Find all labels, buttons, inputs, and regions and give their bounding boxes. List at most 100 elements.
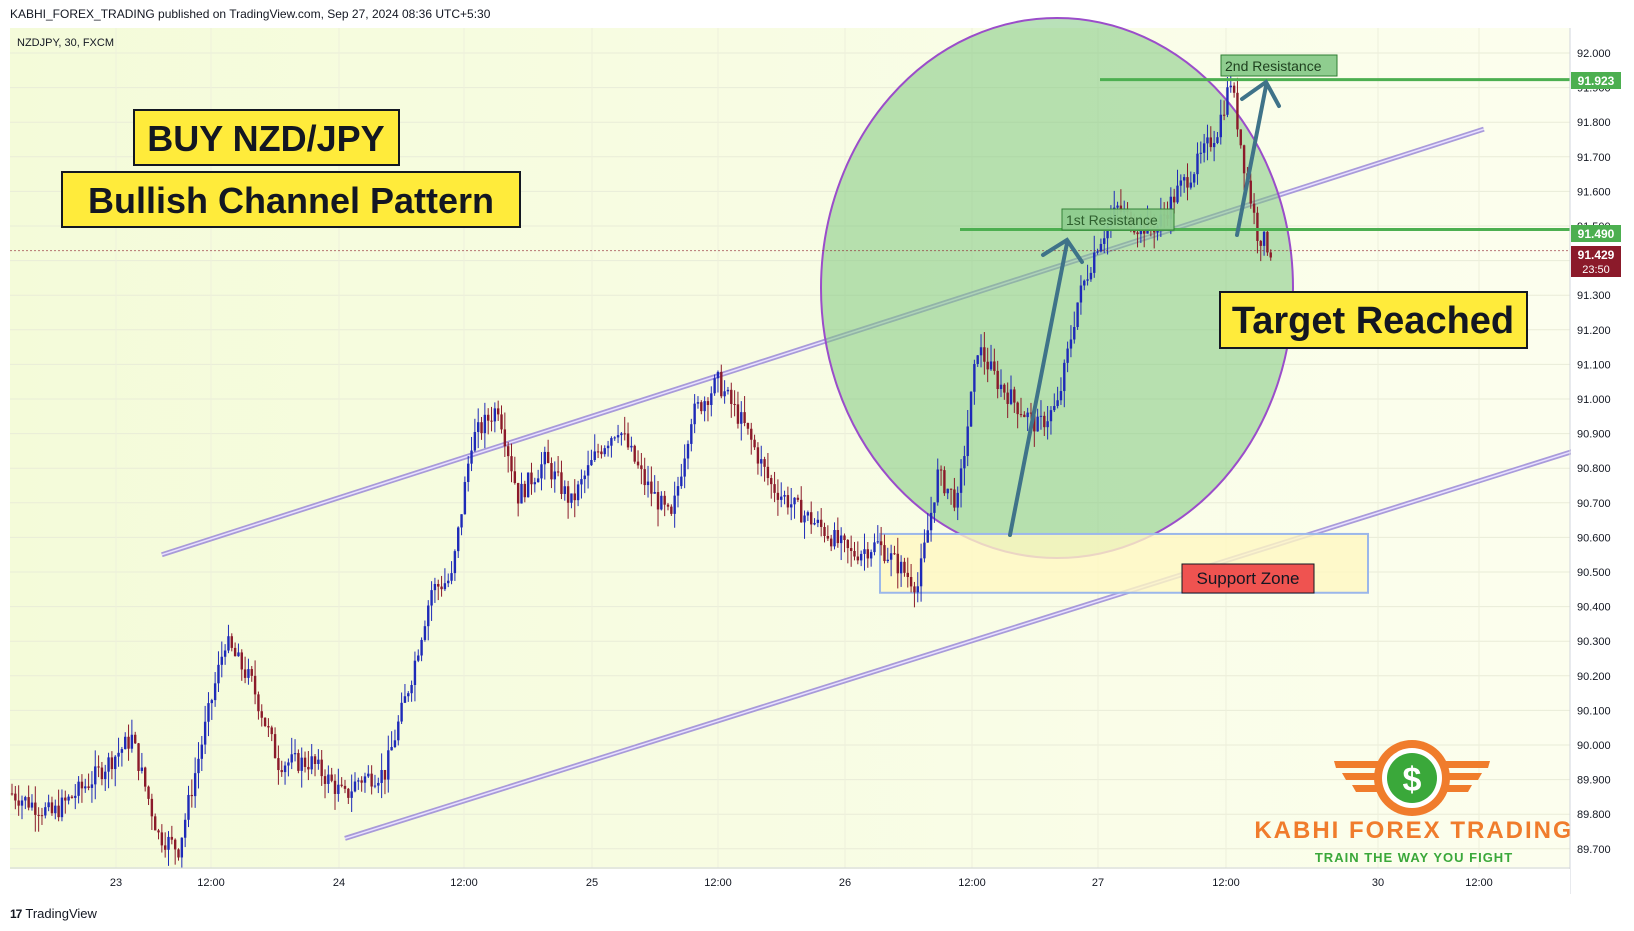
candle-body <box>297 753 300 771</box>
candle-body <box>1026 412 1029 418</box>
candle-body <box>856 556 860 561</box>
candle-body <box>173 839 177 850</box>
candle-body <box>24 797 27 801</box>
candle-body <box>144 767 147 787</box>
candle-body <box>57 805 60 818</box>
candle-body <box>347 788 350 798</box>
svg-text:91.490: 91.490 <box>1578 227 1615 241</box>
candle-body <box>1073 327 1076 340</box>
candle-body <box>1252 203 1256 213</box>
candle-body <box>640 465 643 470</box>
candle-body <box>1206 137 1209 144</box>
candle-body <box>766 466 770 479</box>
support-label-box: Support Zone <box>1181 563 1315 594</box>
candle-body <box>433 583 437 591</box>
candle-body <box>983 347 986 362</box>
candle-body <box>953 489 956 508</box>
candle-body <box>423 626 427 640</box>
time-axis-labels: 23 12:00 24 12:00 25 12:00 26 12:00 27 12:00 30 12:… <box>110 877 1493 889</box>
candle-body <box>683 458 686 477</box>
candle-body <box>120 749 124 753</box>
candle-body <box>1199 152 1203 154</box>
candle-body <box>806 512 810 516</box>
time-axis[interactable] <box>10 869 1570 894</box>
candle-body <box>580 479 583 485</box>
candle-body <box>303 757 307 767</box>
candle-body <box>400 702 403 722</box>
candle-body <box>929 512 933 531</box>
candle-body <box>180 837 184 858</box>
candle-body <box>380 770 383 783</box>
candle-body <box>530 472 533 485</box>
candle-body <box>760 459 763 464</box>
svg-text:91.923: 91.923 <box>1578 74 1615 88</box>
price-tick-label: 90.900 <box>1577 429 1611 441</box>
candle-body <box>833 530 836 547</box>
candle-body <box>417 655 420 661</box>
candle-body <box>473 432 477 451</box>
candle-body <box>1232 85 1236 93</box>
candlesticks <box>10 75 1272 868</box>
candle-body <box>320 759 323 777</box>
candle-body <box>1033 413 1036 432</box>
candle-body <box>989 361 993 370</box>
candle-body <box>457 527 460 552</box>
candle-body <box>746 423 750 429</box>
candle-body <box>570 493 573 503</box>
candle-body <box>70 796 74 798</box>
candle-body <box>393 740 397 748</box>
candle-body <box>134 734 137 744</box>
candle-body <box>480 422 483 434</box>
candle-body <box>916 586 919 593</box>
candle-body <box>510 456 513 472</box>
candle-body <box>630 445 633 448</box>
candle-body <box>157 830 160 833</box>
candle-body <box>437 583 440 587</box>
candle-body <box>550 463 553 480</box>
candle-body <box>963 456 966 469</box>
res1-label: 1st Resistance <box>1066 212 1158 228</box>
candle-body <box>786 495 790 508</box>
candle-body <box>323 776 327 784</box>
candle-body <box>573 493 576 501</box>
price-tick-label: 90.600 <box>1577 532 1611 544</box>
candle-body <box>1209 137 1212 148</box>
candle-body <box>543 451 546 465</box>
candle-body <box>486 414 490 421</box>
footer-brand-text: TradingView <box>25 906 97 921</box>
candle-body <box>50 802 54 814</box>
time-tick-label: 12:00 <box>1465 877 1493 889</box>
candle-body <box>1076 302 1079 328</box>
candle-body <box>670 506 673 514</box>
candle-body <box>686 443 690 459</box>
candle-body <box>343 785 347 789</box>
price-axis[interactable] <box>1571 28 1634 894</box>
candle-body <box>317 759 320 764</box>
candle-body <box>946 488 949 494</box>
candle-body <box>1036 416 1039 432</box>
time-tick-label: 23 <box>110 877 122 889</box>
candle-body <box>330 774 333 781</box>
candle-body <box>536 478 540 483</box>
candle-body <box>993 361 996 371</box>
price-tick-label: 90.100 <box>1577 705 1611 717</box>
candle-body <box>753 439 756 448</box>
candle-body <box>67 796 70 801</box>
candle-body <box>280 770 283 773</box>
candle-body <box>307 766 310 770</box>
time-tick-label: 12:00 <box>1212 877 1240 889</box>
price-tick-label: 90.500 <box>1577 567 1611 579</box>
candle-body <box>100 767 104 780</box>
logo-name: KABHI FOREX TRADING <box>1254 817 1573 844</box>
candle-body <box>243 669 247 678</box>
candle-body <box>37 814 40 816</box>
candle-body <box>869 552 873 559</box>
candle-body <box>1249 180 1252 204</box>
candle-body <box>253 675 257 695</box>
candle-body <box>726 389 730 392</box>
publish-header: KABHI_FOREX_TRADING published on Trading… <box>10 7 491 21</box>
candle-body <box>889 553 893 560</box>
price-tick-label: 90.300 <box>1577 636 1611 648</box>
candle-body <box>167 836 170 850</box>
